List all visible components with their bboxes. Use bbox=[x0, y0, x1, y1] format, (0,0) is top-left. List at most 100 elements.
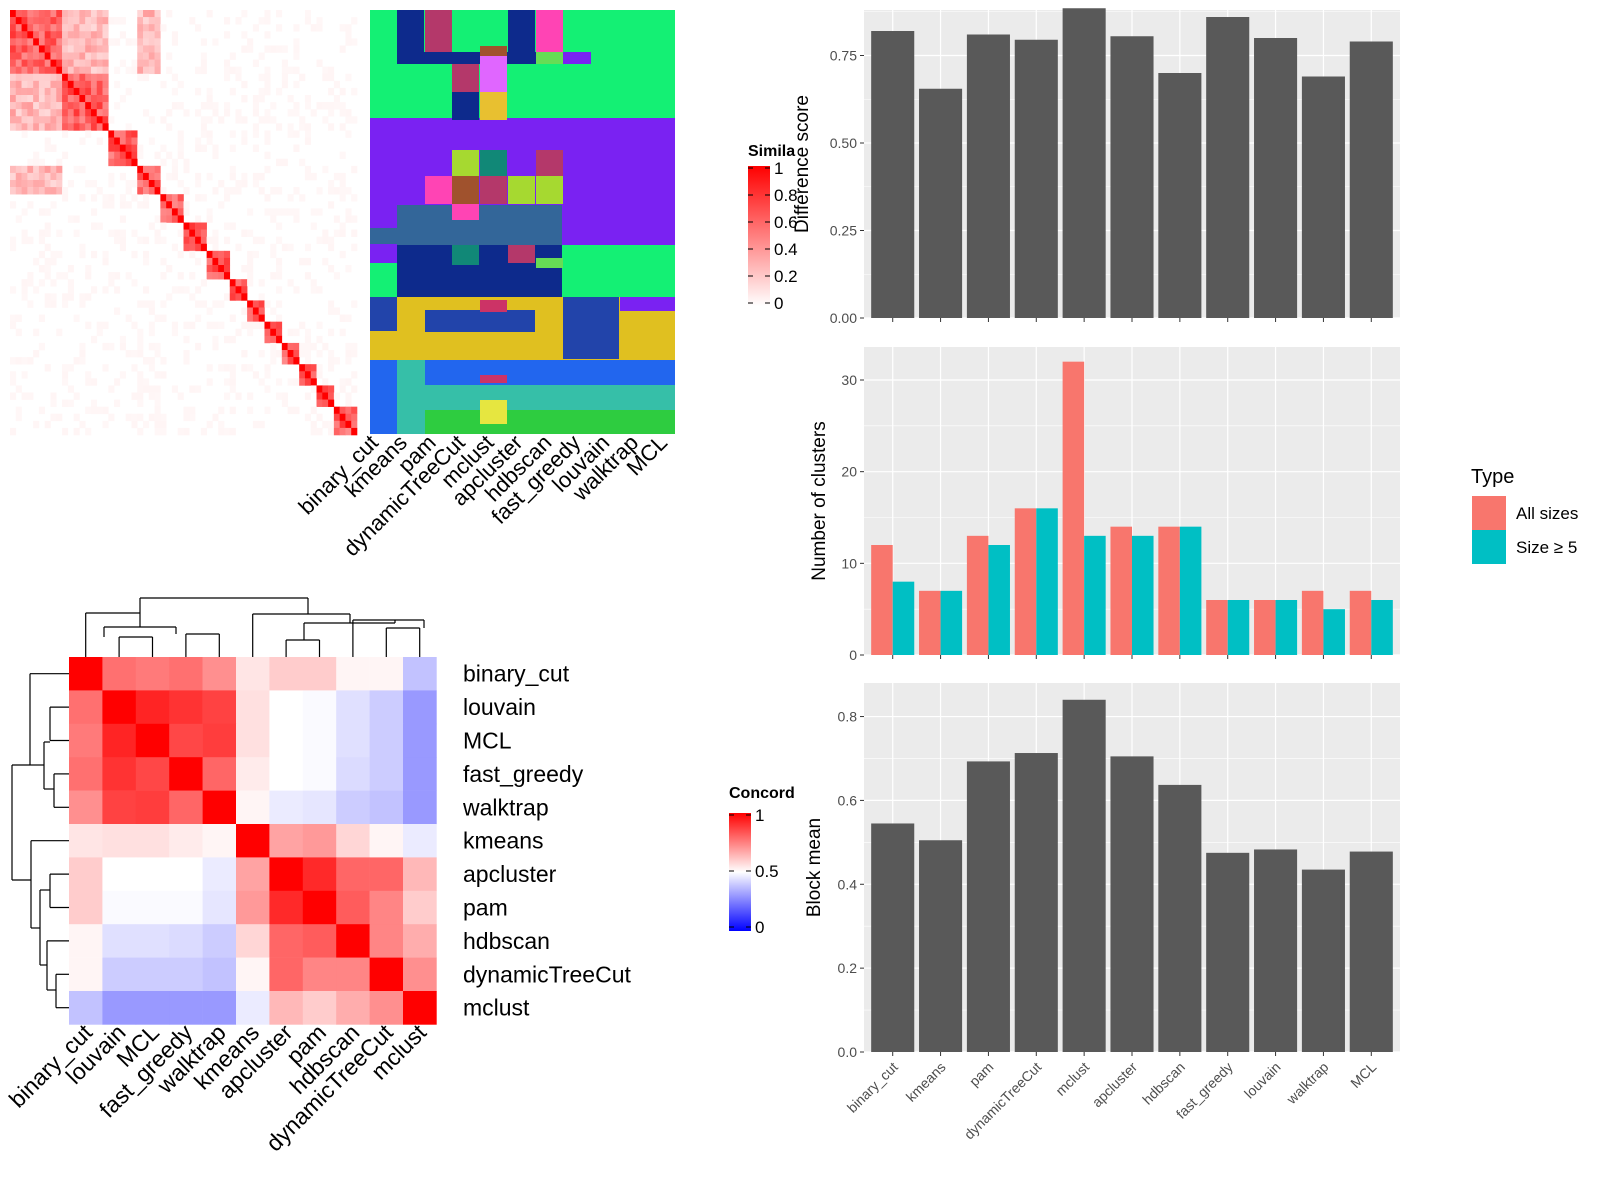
similarity-cell bbox=[102, 38, 109, 46]
similarity-cell bbox=[183, 158, 190, 167]
similarity-cell bbox=[21, 116, 28, 124]
similarity-cell bbox=[241, 130, 248, 138]
concordance-cell bbox=[336, 991, 370, 1025]
similarity-cell bbox=[148, 328, 155, 337]
x-tick-label: mclust bbox=[1052, 1059, 1092, 1099]
similarity-cell bbox=[102, 406, 109, 415]
similarity-cell bbox=[281, 73, 288, 82]
similarity-cell bbox=[241, 10, 248, 18]
similarity-cell bbox=[56, 187, 63, 195]
cluster-patch bbox=[620, 297, 675, 311]
similarity-cell bbox=[108, 413, 115, 422]
similarity-cell bbox=[264, 73, 271, 82]
similarity-cell bbox=[241, 45, 248, 53]
cluster-patch bbox=[397, 297, 425, 333]
similarity-cell bbox=[235, 116, 242, 124]
similarity-cell bbox=[212, 257, 219, 266]
similarity-cell bbox=[339, 427, 346, 436]
similarity-cell bbox=[10, 187, 17, 195]
concordance-cell bbox=[102, 690, 137, 725]
similarity-cell bbox=[183, 350, 190, 358]
similarity-cell bbox=[15, 187, 22, 195]
concordance-cell bbox=[403, 723, 437, 758]
bar bbox=[1158, 73, 1202, 318]
similarity-cell bbox=[247, 250, 254, 259]
similarity-cell bbox=[21, 293, 28, 301]
similarity-cell bbox=[241, 286, 248, 294]
concordance-cell bbox=[269, 924, 304, 958]
similarity-cell bbox=[287, 208, 294, 216]
similarity-cell bbox=[62, 31, 69, 39]
similarity-cell bbox=[73, 52, 80, 60]
concordance-row-label: hdbscan bbox=[463, 928, 550, 954]
similarity-cell bbox=[189, 17, 196, 25]
similarity-cell bbox=[247, 208, 254, 216]
similarity-cell bbox=[67, 399, 74, 407]
similarity-cell bbox=[316, 321, 323, 330]
similarity-cell bbox=[177, 137, 184, 145]
similarity-cell bbox=[62, 378, 69, 386]
similarity-cell bbox=[229, 385, 236, 393]
similarity-cell bbox=[287, 406, 294, 415]
similarity-cell bbox=[125, 130, 132, 138]
similarity-cell bbox=[287, 95, 294, 103]
cluster-patch bbox=[508, 10, 535, 52]
similarity-cell bbox=[85, 95, 92, 103]
similarity-cell bbox=[56, 109, 63, 117]
similarity-cell bbox=[218, 265, 225, 273]
similarity-cell bbox=[119, 144, 126, 152]
similarity-cell bbox=[200, 52, 207, 60]
similarity-cell bbox=[276, 222, 283, 230]
cluster-patch bbox=[480, 56, 507, 66]
similarity-cell bbox=[310, 172, 317, 181]
similarity-cell bbox=[351, 371, 358, 379]
similarity-cell bbox=[351, 87, 358, 96]
similarity-cell bbox=[293, 406, 300, 415]
similarity-cell bbox=[304, 364, 312, 372]
similarity-cell bbox=[108, 17, 115, 25]
similarity-cell bbox=[276, 265, 283, 273]
concordance-cell bbox=[135, 924, 170, 958]
concordance-cell bbox=[269, 723, 304, 758]
similarity-cell bbox=[171, 31, 179, 39]
similarity-cell bbox=[293, 187, 300, 195]
concordance-cell bbox=[302, 924, 337, 958]
similarity-cell bbox=[50, 300, 57, 308]
similarity-cell bbox=[96, 102, 103, 110]
similarity-cell bbox=[33, 116, 40, 124]
concordance-cell bbox=[102, 857, 137, 892]
similarity-cell bbox=[143, 194, 150, 202]
similarity-cell bbox=[322, 116, 329, 124]
similarity-cell bbox=[38, 158, 45, 167]
similarity-cell bbox=[310, 385, 317, 393]
similarity-cell bbox=[67, 52, 74, 60]
similarity-cell bbox=[316, 208, 323, 216]
bar bbox=[1084, 535, 1106, 655]
similarity-cell bbox=[62, 95, 69, 103]
similarity-cell bbox=[189, 222, 196, 230]
similarity-cell bbox=[154, 406, 161, 415]
similarity-cell bbox=[21, 80, 28, 89]
similarity-cell bbox=[351, 406, 358, 415]
concordance-cell bbox=[135, 790, 170, 825]
concordance-legend-tick: 1 bbox=[755, 806, 764, 825]
similarity-cell bbox=[108, 272, 115, 280]
similarity-cell bbox=[281, 392, 288, 400]
similarity-cell bbox=[154, 420, 161, 429]
similarity-cell bbox=[276, 123, 283, 131]
x-tick-label: MCL bbox=[1347, 1059, 1379, 1091]
concordance-cell bbox=[369, 824, 404, 858]
similarity-cell bbox=[108, 194, 115, 202]
similarity-cell bbox=[62, 80, 69, 89]
similarity-cell bbox=[333, 427, 340, 436]
similarity-cell bbox=[148, 300, 155, 308]
bar bbox=[966, 535, 989, 655]
similarity-cell bbox=[85, 52, 92, 60]
similarity-cell bbox=[67, 38, 74, 46]
similarity-cell bbox=[183, 335, 190, 344]
similarity-cell bbox=[10, 24, 17, 32]
similarity-cell bbox=[143, 286, 150, 294]
similarity-cell bbox=[73, 229, 80, 237]
similarity-cell bbox=[102, 250, 109, 259]
